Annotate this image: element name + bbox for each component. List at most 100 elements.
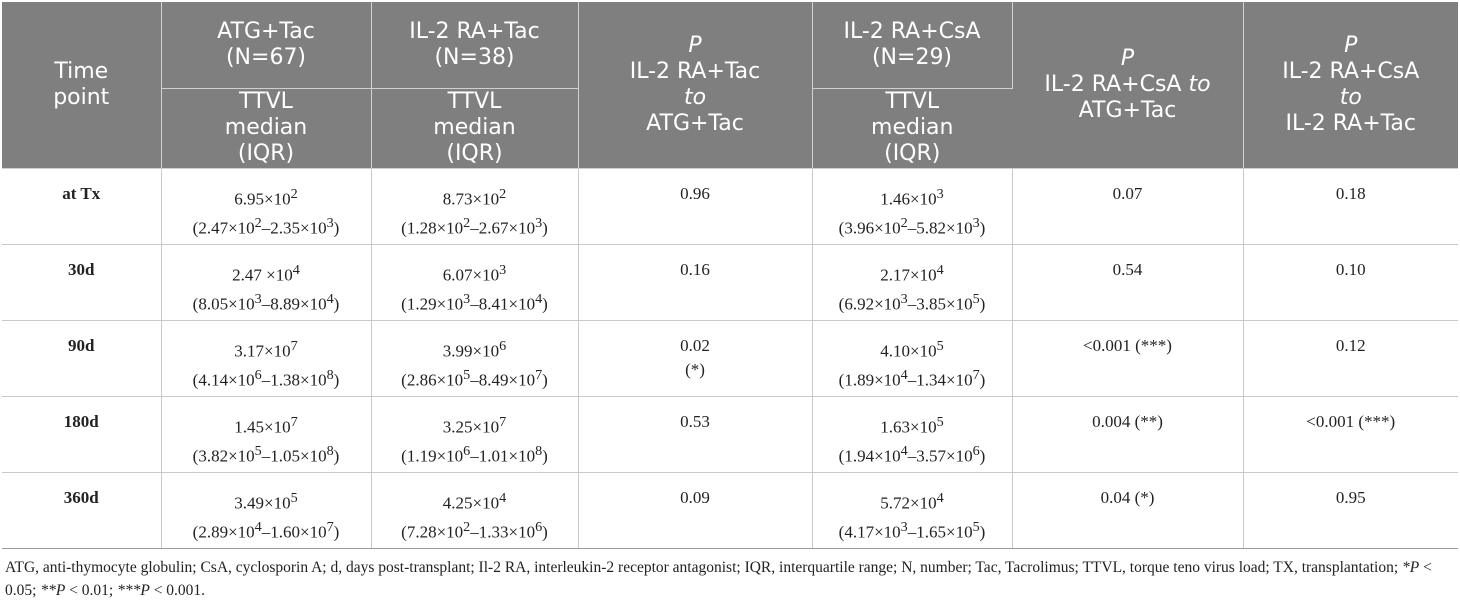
iqr-low-exponent: 5 [463,367,471,384]
median-value: 1.63×10 [880,417,937,437]
ttvl-cell: 1.63×105 (1.94×104–3.57×106) [812,396,1013,473]
p-value-cell: 0.07 [1012,168,1244,245]
median-exponent: 5 [290,489,298,506]
p-value: 0.02 [680,335,710,355]
median-value: 3.17×10 [234,341,291,361]
iqr-high-exponent: 8 [326,443,334,460]
median-exponent: 5 [936,413,944,430]
p-value-cell: 0.04 (*) [1012,472,1244,549]
iqr-high-exponent: 3 [326,215,334,232]
header-p-reference: IL-2 RA+Tac [1285,110,1417,136]
iqr-high-exponent: 5 [972,519,980,536]
iqr-low-exponent: 3 [463,291,471,308]
iqr-low-exponent: 6 [254,367,262,384]
iqr-high-exponent: 3 [972,215,980,232]
iqr-low-value: 3.96×10 [844,218,901,238]
iqr-low-value: 4.17×10 [844,522,901,542]
p-value-cell: 0.53 [578,396,813,473]
time-point-cell: 90d [2,320,162,397]
iqr-low-exponent: 3 [254,291,262,308]
iqr-low-value: 3.82×10 [198,446,255,466]
iqr-high-value: 3.85×10 [916,294,973,314]
p-value-cell: 0.18 [1243,168,1458,245]
footnote-p-threshold-3: < 0.001. [149,582,206,599]
header-p-symbol: P [688,32,702,58]
iqr-high-exponent: 6 [972,443,980,460]
median-value: 2.47 ×10 [232,265,293,285]
iqr-high-value: 1.01×10 [478,446,536,466]
ttvl-cell: 2.47 ×104 (8.05×103–8.89×104) [161,244,372,321]
iqr-high-exponent: 7 [535,367,543,384]
iqr-low-value: 2.89×10 [198,522,255,542]
ttvl-cell: 4.10×105 (1.89×104–1.34×107) [812,320,1013,397]
footnote-abbreviations: ATG, anti-thymocyte globulin; CsA, cyclo… [5,559,1402,576]
iqr-low-exponent: 5 [254,443,262,460]
iqr-high-exponent: 7 [972,367,980,384]
header-atg-tac: ATG+Tac (N=67) [161,2,372,89]
p-value-cell: 0.96 [578,168,813,245]
iqr-low-exponent: 2 [463,215,471,232]
p-value-cell: 0.02 (*) [578,320,813,397]
iqr-low-value: 1.19×10 [406,446,464,466]
footnote-p-symbol-1: *P [1402,559,1420,576]
median-value: 1.46×10 [880,189,937,209]
table-row: 180d 1.45×107 (3.82×105–1.05×108) 3.25×107(… [2,396,1458,473]
header-p-il2tac-vs-atgtac: P IL-2 RA+Tac to ATG+Tac [578,2,813,169]
iqr-low-value: 2.47×10 [198,218,255,238]
median-exponent: 4 [499,489,507,506]
ttvl-cell: 1.45×107 (3.82×105–1.05×108) [161,396,372,473]
header-p-group: IL-2 RA+Tac [629,58,761,84]
p-value: 0.53 [680,411,710,431]
median-exponent: 6 [499,337,507,354]
footnote-p-threshold-1: < 0.05; [5,559,1432,599]
iqr-low-value: 8.05×10 [198,294,255,314]
median-exponent: 4 [936,489,944,506]
header-p-symbol: P [1120,45,1135,71]
median-value: 3.25×10 [442,417,500,437]
p-value: 0.96 [680,183,710,203]
ttvl-cell: 3.17×107 (4.14×106–1.38×108) [161,320,372,397]
iqr-low-value: 2.86×10 [406,370,464,390]
footnote-p-symbol-3: ***P [117,582,150,599]
median-value: 6.07×10 [442,265,500,285]
table-body: at Tx 6.95×102 (2.47×102–2.35×103) 8.73×102… [2,168,1458,549]
table-footnote: ATG, anti-thymocyte globulin; CsA, cyclo… [5,556,1457,602]
median-value: 8.73×10 [442,189,500,209]
ttvl-cell: 3.49×105 (2.89×104–1.60×107) [161,472,372,549]
iqr-low-value: 7.28×10 [406,522,464,542]
header-ttvl-median-atg: TTVL median (IQR) [161,88,372,169]
time-point-cell: 30d [2,244,162,321]
iqr-low-exponent: 3 [900,291,908,308]
header-p-group: IL-2 RA+CsA [1282,58,1420,84]
median-exponent: 3 [499,261,507,278]
p-value-cell: 0.10 [1243,244,1458,321]
iqr-high-exponent: 8 [535,443,543,460]
time-point-cell: 360d [2,472,162,549]
ttvl-cell: 4.25×104 (7.28×102–1.33×106) [371,472,579,549]
p-value-cell: 0.95 [1243,472,1458,549]
header-ttvl-median-il2csa: TTVL median (IQR) [812,88,1012,169]
table-row: at Tx 6.95×102 (2.47×102–2.35×103) 8.73×102… [2,168,1458,245]
iqr-high-value: 1.38×10 [270,370,327,390]
iqr-high-value: 1.05×10 [270,446,327,466]
table-row: 360d 3.49×105 (2.89×104–1.60×107) 4.25×104(… [2,472,1458,549]
iqr-low-value: 1.89×10 [844,370,901,390]
iqr-high-exponent: 6 [535,519,543,536]
iqr-low-value: 1.94×10 [844,446,901,466]
iqr-low-exponent: 3 [900,519,908,536]
iqr-high-exponent: 5 [972,291,980,308]
iqr-high-value: 8.49×10 [478,370,536,390]
iqr-high-exponent: 4 [535,291,543,308]
median-value: 6.95×10 [234,189,291,209]
iqr-high-exponent: 8 [326,367,334,384]
iqr-low-exponent: 4 [900,443,908,460]
iqr-low-exponent: 4 [900,367,908,384]
iqr-high-exponent: 4 [326,291,334,308]
iqr-low-value: 1.28×10 [406,218,464,238]
p-value-cell: 0.09 [578,472,813,549]
header-p-group: IL-2 RA+CsA [1044,71,1182,97]
iqr-low-exponent: 4 [254,519,262,536]
header-time-point: Time point [2,2,162,169]
header-p-to: to [1339,84,1362,110]
median-value: 4.25×10 [442,493,500,513]
